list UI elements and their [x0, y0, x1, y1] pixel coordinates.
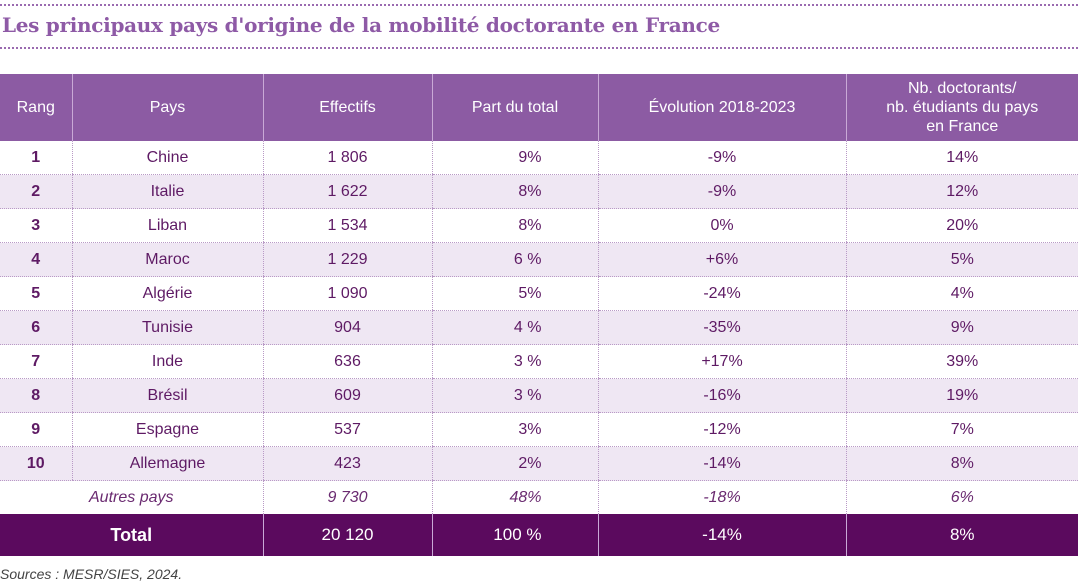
cell-evolution: -9%	[597, 141, 846, 175]
title-rule-bottom	[0, 47, 1078, 49]
cell-part: 3 %	[431, 344, 598, 379]
cell-rang: 5	[0, 276, 72, 311]
other-ratio: 6%	[845, 480, 1078, 514]
cell-ratio: 5%	[845, 242, 1078, 277]
cell-part: 3 %	[431, 378, 598, 413]
cell-effectifs: 1 622	[262, 174, 432, 209]
cell-effectifs: 636	[262, 344, 432, 379]
title-rule-top	[0, 4, 1078, 6]
other-evolution: -18%	[597, 480, 846, 514]
cell-evolution: +6%	[597, 242, 846, 277]
cell-effectifs: 904	[262, 310, 432, 345]
cell-pays: Allemagne	[71, 446, 263, 481]
table-row: 2 Italie 1 622 8% -9% 12%	[0, 174, 1078, 209]
table-row: 6 Tunisie 904 4 % -35% 9%	[0, 310, 1078, 345]
cell-part: 2%	[431, 446, 598, 481]
cell-pays: Brésil	[71, 378, 263, 413]
cell-rang: 4	[0, 242, 72, 277]
cell-rang: 2	[0, 174, 72, 209]
cell-effectifs: 537	[262, 412, 432, 447]
total-effectifs: 20 120	[262, 514, 432, 556]
cell-ratio: 19%	[845, 378, 1078, 413]
total-evolution: -14%	[597, 514, 846, 556]
cell-effectifs: 1 534	[262, 208, 432, 243]
header-ratio-line3: en France	[926, 118, 999, 135]
cell-part: 9%	[431, 141, 598, 175]
cell-rang: 10	[0, 446, 72, 481]
cell-ratio: 4%	[845, 276, 1078, 311]
cell-rang: 6	[0, 310, 72, 345]
table-row: 10 Allemagne 423 2% -14% 8%	[0, 446, 1078, 481]
cell-effectifs: 1 090	[262, 276, 432, 311]
cell-part: 6 %	[431, 242, 598, 277]
header-pays: Pays	[71, 74, 263, 141]
header-evolution: Évolution 2018-2023	[597, 74, 846, 141]
table-row: 7 Inde 636 3 % +17% 39%	[0, 344, 1078, 379]
table-row: 3 Liban 1 534 8% 0% 20%	[0, 208, 1078, 243]
other-countries-row: Autres pays 9 730 48% -18% 6%	[0, 480, 1078, 514]
table-row: 9 Espagne 537 3% -12% 7%	[0, 412, 1078, 447]
total-ratio: 8%	[845, 514, 1078, 556]
sources-note: Sources : MESR/SIES, 2024.	[0, 566, 183, 582]
cell-ratio: 14%	[845, 141, 1078, 175]
header-ratio-line1: Nb. doctorants/	[908, 80, 1017, 97]
cell-evolution: 0%	[597, 208, 846, 243]
table-row: 4 Maroc 1 229 6 % +6% 5%	[0, 242, 1078, 277]
table-row: 1 Chine 1 806 9% -9% 14%	[0, 141, 1078, 175]
total-part: 100 %	[431, 514, 598, 556]
header-row: Rang Pays Effectifs Part du total Évolut…	[0, 74, 1078, 141]
cell-rang: 1	[0, 141, 72, 175]
cell-evolution: -35%	[597, 310, 846, 345]
cell-rang: 3	[0, 208, 72, 243]
other-part: 48%	[431, 480, 598, 514]
cell-ratio: 39%	[845, 344, 1078, 379]
cell-part: 3%	[431, 412, 598, 447]
cell-evolution: -24%	[597, 276, 846, 311]
cell-pays: Liban	[71, 208, 263, 243]
cell-effectifs: 609	[262, 378, 432, 413]
other-effectifs: 9 730	[262, 480, 432, 514]
other-label: Autres pays	[89, 488, 174, 506]
cell-effectifs: 1 229	[262, 242, 432, 277]
total-label: Total	[0, 514, 263, 556]
header-rang: Rang	[0, 74, 72, 141]
cell-ratio: 7%	[845, 412, 1078, 447]
cell-pays: Espagne	[71, 412, 263, 447]
cell-evolution: -16%	[597, 378, 846, 413]
cell-rang: 8	[0, 378, 72, 413]
table-row: 8 Brésil 609 3 % -16% 19%	[0, 378, 1078, 413]
cell-evolution: -9%	[597, 174, 846, 209]
header-effectifs: Effectifs	[262, 74, 432, 141]
cell-effectifs: 1 806	[262, 141, 432, 175]
cell-pays: Italie	[71, 174, 263, 209]
cell-evolution: -14%	[597, 446, 846, 481]
cell-evolution: +17%	[597, 344, 846, 379]
cell-pays: Chine	[71, 141, 263, 175]
header-part: Part du total	[431, 74, 598, 141]
header-ratio-line2: nb. étudiants du pays	[886, 99, 1039, 116]
cell-pays: Tunisie	[71, 310, 263, 345]
cell-pays: Maroc	[71, 242, 263, 277]
cell-ratio: 12%	[845, 174, 1078, 209]
cell-effectifs: 423	[262, 446, 432, 481]
cell-evolution: -12%	[597, 412, 846, 447]
page-title: Les principaux pays d'origine de la mobi…	[2, 13, 720, 37]
cell-ratio: 9%	[845, 310, 1078, 345]
cell-pays: Algérie	[71, 276, 263, 311]
origin-countries-table: Rang Pays Effectifs Part du total Évolut…	[0, 74, 1078, 556]
cell-rang: 7	[0, 344, 72, 379]
cell-ratio: 20%	[845, 208, 1078, 243]
cell-part: 4 %	[431, 310, 598, 345]
cell-part: 8%	[431, 174, 598, 209]
cell-ratio: 8%	[845, 446, 1078, 481]
cell-part: 8%	[431, 208, 598, 243]
header-ratio: Nb. doctorants/ nb. étudiants du pays en…	[845, 74, 1078, 141]
total-row: Total 20 120 100 % -14% 8%	[0, 514, 1078, 556]
cell-pays: Inde	[71, 344, 263, 379]
table-row: 5 Algérie 1 090 5% -24% 4%	[0, 276, 1078, 311]
cell-rang: 9	[0, 412, 72, 447]
cell-part: 5%	[431, 276, 598, 311]
